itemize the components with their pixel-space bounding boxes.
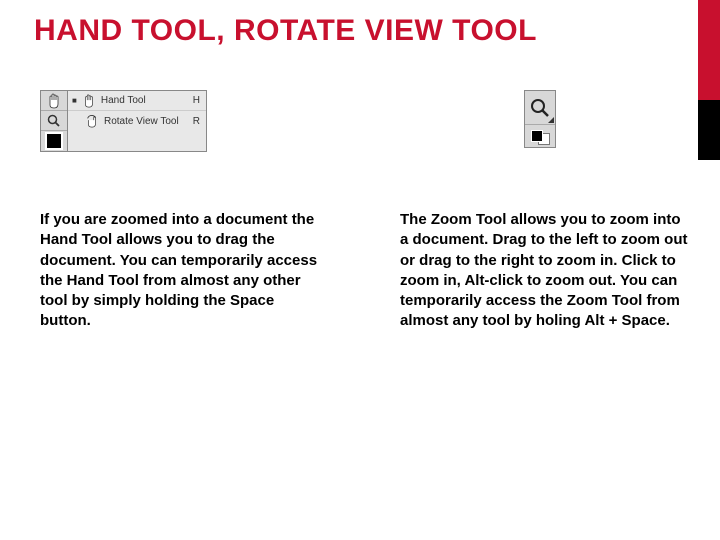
tool-strip xyxy=(40,90,68,152)
right-column: The Zoom Tool allows you to zoom into a … xyxy=(400,90,680,332)
flyout-label: Hand Tool xyxy=(101,95,179,106)
zoom-tool-button xyxy=(525,91,555,125)
hand-tool-description: If you are zoomed into a document the Ha… xyxy=(40,210,320,332)
zoom-tool-description: The Zoom Tool allows you to zoom into a … xyxy=(400,210,690,332)
accent-bar-black xyxy=(698,100,720,160)
color-swatches xyxy=(525,125,555,147)
rotate-view-icon xyxy=(84,113,100,129)
hand-icon xyxy=(81,93,97,109)
tool-flyout: ■ Hand Tool H xyxy=(68,90,207,152)
accent-bar-red xyxy=(698,0,720,100)
zoom-tool-icon xyxy=(41,111,67,131)
flyout-shortcut: H xyxy=(193,95,200,106)
hand-tool-figure: ■ Hand Tool H xyxy=(40,90,320,180)
content-columns: ■ Hand Tool H xyxy=(40,90,680,332)
foreground-swatch xyxy=(531,130,543,142)
left-column: ■ Hand Tool H xyxy=(40,90,320,332)
zoom-tool-figure xyxy=(400,90,680,180)
flyout-shortcut: R xyxy=(193,116,200,127)
hand-tool-icon xyxy=(41,91,67,111)
flyout-row-hand: ■ Hand Tool H xyxy=(68,91,206,111)
foreground-swatch xyxy=(45,132,63,150)
flyout-indicator-icon xyxy=(548,117,554,123)
flyout-label: Rotate View Tool xyxy=(104,116,179,127)
flyout-row-rotate: Rotate View Tool R xyxy=(68,111,206,131)
slide-title: HAND TOOL, ROTATE VIEW TOOL xyxy=(34,14,537,48)
